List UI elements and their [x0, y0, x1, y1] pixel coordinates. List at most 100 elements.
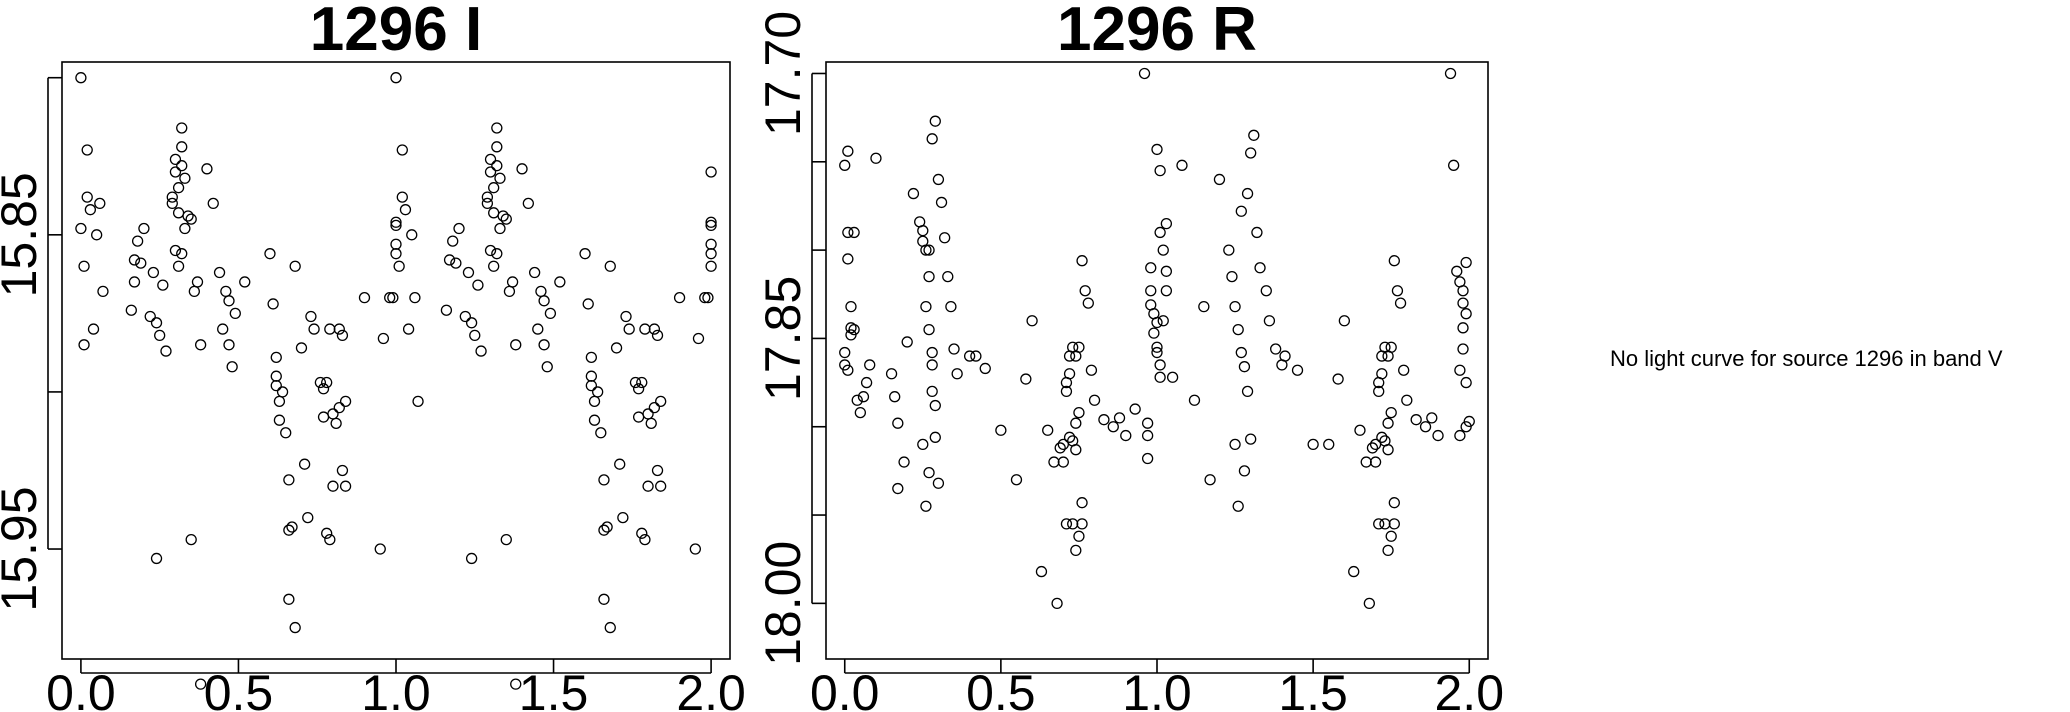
data-point [1369, 456, 1382, 468]
data-point [1054, 442, 1066, 454]
x-tick-label: 0.0 [810, 665, 880, 712]
data-point [488, 260, 500, 272]
data-point [213, 266, 226, 279]
data-point [475, 345, 487, 357]
data-point [1113, 412, 1126, 424]
data-point [443, 254, 456, 266]
data-point [409, 292, 421, 304]
data-point [264, 248, 276, 260]
data-point [585, 351, 598, 364]
data-point [510, 678, 522, 690]
data-point [1151, 316, 1163, 329]
data-point [1223, 244, 1235, 256]
data-point [327, 408, 339, 420]
data-point [298, 458, 311, 470]
data-point [462, 266, 475, 279]
data-point [172, 260, 185, 272]
data-point [1448, 159, 1460, 171]
y-tick-label: 17.70 [755, 11, 811, 136]
data-point [217, 323, 229, 335]
data-point [655, 480, 667, 492]
data-point [226, 361, 238, 373]
data-point [1385, 406, 1397, 419]
data-point [604, 621, 616, 634]
data-point [1391, 285, 1404, 297]
data-point [166, 197, 178, 210]
data-point [176, 122, 188, 134]
data-point [150, 317, 163, 329]
data-point [926, 346, 938, 359]
data-point [854, 406, 866, 419]
data-point [390, 248, 402, 260]
data-point [705, 248, 717, 260]
data-point [963, 350, 976, 362]
data-point [176, 248, 188, 260]
data-point [1385, 530, 1397, 542]
data-point [166, 191, 178, 203]
data-point [1079, 285, 1091, 297]
data-point [510, 339, 522, 351]
data-point [926, 385, 938, 398]
data-point [1232, 323, 1244, 336]
data-point [705, 216, 717, 228]
data-point [1076, 255, 1088, 267]
data-point [1154, 371, 1166, 383]
data-point [1088, 394, 1101, 406]
data-point [1385, 341, 1397, 353]
data-point [1148, 327, 1160, 339]
data-point [970, 350, 982, 362]
data-point [920, 500, 932, 512]
data-point [926, 359, 938, 371]
data-point [169, 166, 182, 178]
data-point [484, 166, 497, 178]
data-point [1020, 373, 1032, 385]
data-point [500, 213, 512, 225]
data-point [1373, 518, 1385, 530]
data-point [465, 552, 478, 565]
data-point [440, 304, 453, 316]
data-point [503, 285, 516, 298]
data-point [81, 191, 93, 203]
data-point [459, 310, 471, 323]
data-point [78, 260, 90, 272]
data-point [223, 339, 235, 351]
data-point [1454, 364, 1466, 376]
data-point [995, 424, 1007, 436]
data-point [220, 285, 232, 298]
data-point [75, 222, 87, 235]
data-point [87, 323, 100, 335]
data-point [387, 292, 399, 304]
data-point [920, 244, 932, 256]
data-point [412, 395, 424, 407]
data-point [491, 141, 503, 153]
data-point [926, 133, 938, 145]
data-point [336, 329, 349, 342]
data-point [453, 222, 465, 235]
data-point [592, 386, 604, 398]
data-point [951, 368, 963, 380]
data-point [1160, 217, 1173, 230]
data-point [1085, 364, 1098, 376]
data-point [283, 474, 295, 486]
panel-1296-i: 1296 I 0.0 0.5 1.0 1.5 2.0 15.85 15.95 [0, 0, 746, 712]
data-point [554, 276, 566, 288]
x-tick-label: 0.0 [46, 665, 116, 712]
data-point [1042, 424, 1054, 436]
x-tick-label: 0.5 [966, 665, 1036, 712]
data-point [1067, 518, 1079, 530]
data-point [1154, 226, 1166, 239]
data-point [1241, 187, 1254, 200]
data-point [629, 376, 642, 389]
data-point [839, 159, 851, 171]
data-point [528, 266, 541, 279]
data-point [1204, 474, 1216, 486]
data-point [194, 678, 207, 690]
data-point [1463, 415, 1475, 428]
x-tick-label: 2.0 [676, 665, 746, 712]
data-point [239, 276, 251, 288]
data-point [1073, 341, 1085, 353]
data-point [488, 182, 500, 194]
data-point [870, 152, 882, 164]
data-point [705, 219, 717, 232]
data-point [91, 229, 103, 241]
